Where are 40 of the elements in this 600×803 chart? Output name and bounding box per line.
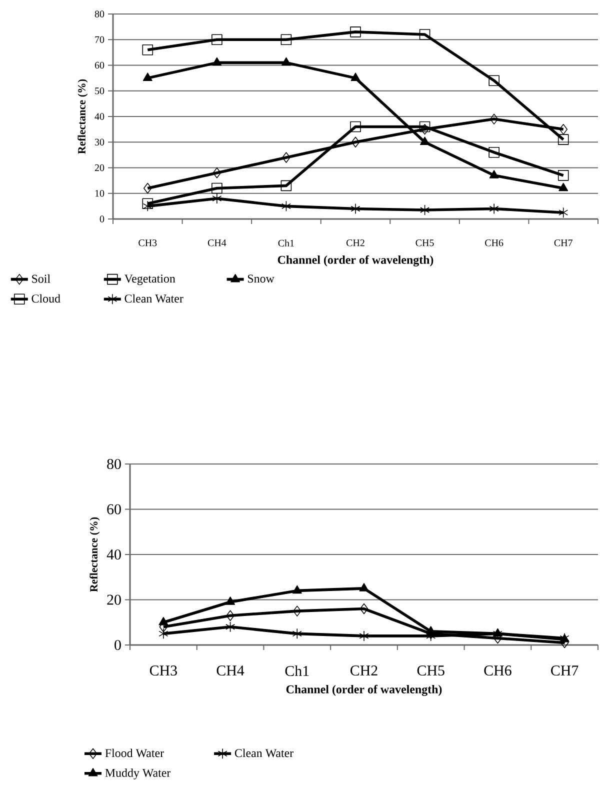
x-tick-label: CH6 [484, 666, 512, 676]
x-axis-title: Channel (order of wavelength) [286, 684, 442, 696]
y-axis-title: Reflectance (%) [78, 79, 88, 154]
x-tick-label: CH5 [416, 240, 434, 246]
legend-label: Vegetation [124, 274, 176, 286]
x-tick-label: CH4 [208, 240, 226, 246]
legend-label: Soil [32, 274, 50, 283]
y-tick-label: 0 [114, 640, 121, 650]
y-tick-label: 70 [95, 36, 104, 43]
x-tick-label: CH7 [551, 666, 578, 676]
y-tick-label: 40 [94, 113, 104, 120]
legend-label: Cloud [32, 294, 60, 303]
x-tick-label: Ch1 [278, 240, 294, 247]
y-axis-title: Reflectance (%) [90, 517, 100, 592]
y-tick-label: 20 [107, 594, 121, 605]
legend-label: Clean Water [124, 294, 184, 303]
x-tick-label: CH2 [346, 240, 364, 246]
x-tick-label: CH6 [485, 240, 504, 246]
legend-label: Flood Water [105, 748, 164, 758]
legend-label: Muddy Water [105, 768, 171, 780]
legend-label: Clean Water [234, 748, 294, 758]
y-tick-label: 40 [106, 549, 121, 560]
y-tick-label: 50 [95, 88, 104, 94]
x-tick-label: CH2 [350, 666, 378, 676]
y-tick-label: 30 [95, 138, 104, 146]
y-tick-label: 10 [95, 190, 104, 197]
x-tick-label: CH5 [417, 666, 444, 676]
x-tick-label: CH7 [554, 240, 572, 246]
y-tick-label: 80 [94, 10, 104, 18]
x-tick-label: CH3 [138, 240, 157, 246]
x-tick-label: CH3 [150, 666, 177, 676]
x-tick-label: CH4 [216, 666, 244, 676]
y-tick-label: 60 [107, 504, 121, 514]
x-tick-label: Ch1 [285, 666, 309, 676]
y-tick-label: 0 [100, 216, 104, 222]
y-tick-label: 60 [94, 62, 104, 69]
y-tick-label: 20 [94, 164, 104, 172]
y-tick-label: 80 [107, 458, 121, 470]
legend-label: Snow [248, 274, 274, 283]
x-axis-title: Channel (order of wavelength) [278, 255, 434, 266]
